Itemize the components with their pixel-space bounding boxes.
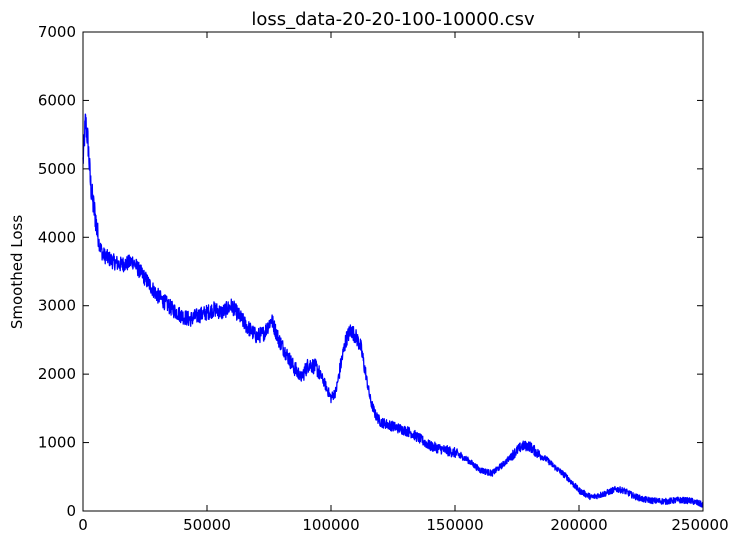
- x-tick-label: 50000: [183, 516, 231, 534]
- x-tick-label: 200000: [550, 516, 607, 534]
- y-tick-label: 7000: [38, 23, 76, 41]
- y-axis-label: Smoothed Loss: [8, 215, 26, 329]
- loss-series-line: [82, 113, 704, 508]
- y-tick-label: 6000: [38, 91, 76, 109]
- x-tick-label: 0: [78, 516, 88, 534]
- x-tick-label: 150000: [426, 516, 483, 534]
- x-tick-label: 100000: [302, 516, 359, 534]
- plot-area-frame: [82, 31, 704, 512]
- y-tick-label: 1000: [38, 434, 76, 452]
- axis-ticks: [82, 31, 704, 512]
- x-tick-label: 250000: [671, 516, 728, 534]
- y-tick-label: 3000: [38, 297, 76, 315]
- y-tick-label: 4000: [38, 228, 76, 246]
- axis-tick-labels: 0 50000 100000 150000 200000 250000 0 1000 2000 3…: [38, 23, 729, 534]
- y-tick-label: 2000: [38, 365, 76, 383]
- y-tick-label: 0: [66, 502, 76, 520]
- y-tick-label: 5000: [38, 160, 76, 178]
- chart-title: loss_data-20-20-100-10000.csv: [251, 9, 535, 30]
